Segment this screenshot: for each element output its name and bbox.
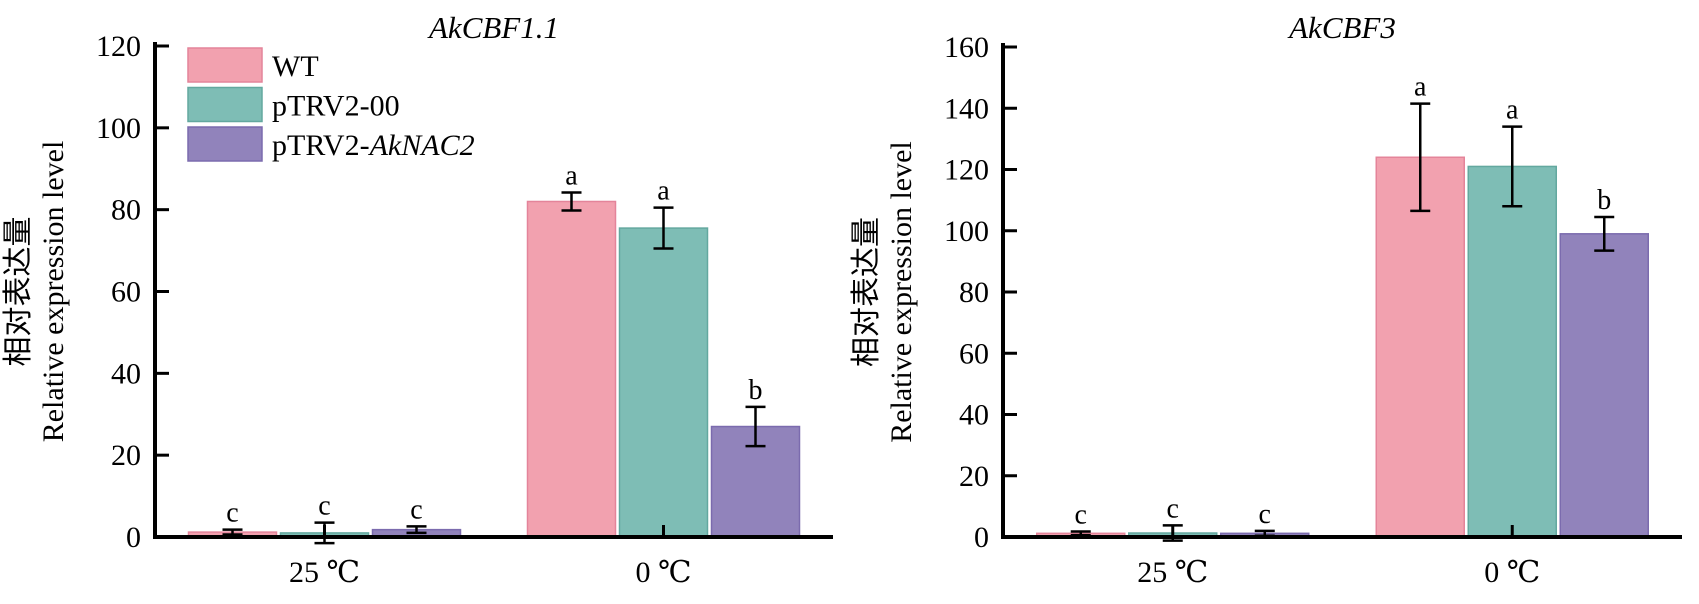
- significance-letter: c: [226, 498, 238, 529]
- labels-group: c c c 25 ℃ a a b 0 ℃ 0 20 40 60 80 100 120 140 160 AkCBF3…: [850, 10, 1611, 589]
- labels-group: c c c 25 ℃ a a b 0 ℃ 0 20 40 60 80 100 120 AkCBF1.1 相对表达…: [2, 10, 763, 589]
- significance-letter: c: [410, 494, 422, 525]
- bar: [1559, 233, 1649, 538]
- legend-label: pTRV2-AkNAC2: [272, 129, 475, 162]
- x-tick-label: 0 ℃: [1484, 556, 1540, 589]
- significance-letter: c: [1167, 493, 1179, 524]
- y-tick-label: 20: [959, 460, 989, 493]
- x-tick-label: 25 ℃: [289, 556, 360, 589]
- bar: [1467, 165, 1557, 538]
- bars-group: [1036, 156, 1649, 538]
- significance-letter: a: [565, 160, 578, 191]
- error-bars-group: [1070, 102, 1615, 542]
- legend-label: WT: [272, 50, 319, 83]
- y-axis-label-cn: 相对表达量: [850, 217, 883, 367]
- legend-swatch: [187, 86, 263, 123]
- significance-letter: a: [1414, 72, 1427, 103]
- y-axis-label-cn: 相对表达量: [2, 217, 35, 367]
- y-tick-label: 0: [974, 521, 989, 554]
- chart-right: c c c 25 ℃ a a b 0 ℃ 0 20 40 60 80 100 120 140 160 AkCBF3…: [850, 10, 1682, 589]
- y-tick-label: 80: [959, 276, 989, 309]
- bar: [618, 227, 709, 538]
- y-tick-label: 80: [111, 194, 141, 227]
- significance-letter: a: [657, 176, 670, 207]
- significance-letter: b: [1597, 185, 1611, 216]
- significance-letter: c: [1259, 499, 1271, 530]
- y-tick-label: 120: [944, 154, 989, 187]
- chart-title: AkCBF3: [1287, 10, 1396, 45]
- bar: [1375, 156, 1465, 538]
- y-tick-label: 100: [96, 112, 141, 145]
- y-tick-label: 0: [126, 521, 141, 554]
- y-tick-label: 20: [111, 439, 141, 472]
- significance-letter: a: [1506, 95, 1519, 126]
- legend-swatch: [187, 47, 263, 83]
- y-tick-label: 100: [944, 215, 989, 248]
- axes-group: [1001, 43, 1682, 539]
- chart-left: c c c 25 ℃ a a b 0 ℃ 0 20 40 60 80 100 120 AkCBF1.1 相对表达…: [2, 10, 833, 589]
- significance-letter: c: [318, 491, 330, 522]
- axes-group: [153, 42, 833, 539]
- significance-letter: b: [749, 375, 763, 406]
- legend-label: pTRV2-00: [272, 90, 400, 123]
- x-tick-label: 25 ℃: [1137, 556, 1208, 589]
- legend: WT pTRV2-00 pTRV2-AkNAC2: [187, 47, 475, 162]
- chart-title: AkCBF1.1: [427, 10, 559, 45]
- bars-group: [187, 200, 801, 538]
- y-tick-label: 140: [944, 92, 989, 125]
- y-tick-label: 60: [959, 337, 989, 370]
- y-tick-label: 120: [96, 30, 141, 63]
- y-tick-label: 40: [111, 357, 141, 390]
- y-tick-label: 40: [959, 399, 989, 432]
- significance-letter: c: [1075, 499, 1087, 530]
- y-tick-label: 60: [111, 276, 141, 309]
- y-axis-label-en: Relative expression level: [37, 141, 70, 443]
- y-axis-label-en: Relative expression level: [885, 141, 918, 443]
- bar: [526, 200, 617, 538]
- x-tick-label: 0 ℃: [635, 556, 691, 589]
- y-tick-label: 160: [944, 31, 989, 64]
- legend-swatch: [187, 126, 263, 162]
